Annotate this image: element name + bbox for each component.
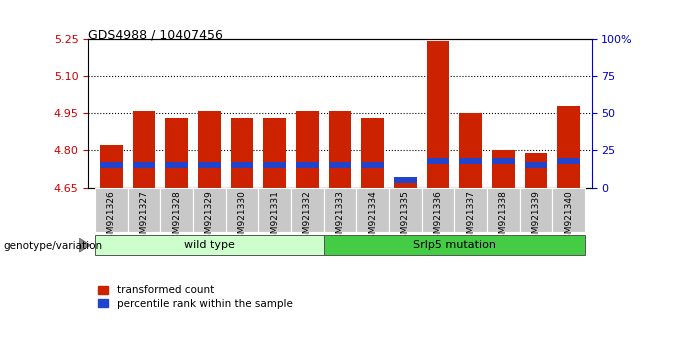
Bar: [100, 145, 122, 188]
Bar: [328, 111, 352, 188]
Text: wild type: wild type: [184, 240, 235, 250]
Bar: [263, 162, 286, 169]
Bar: [492, 150, 515, 188]
Text: GSM921340: GSM921340: [564, 190, 573, 245]
Bar: [198, 111, 221, 188]
Bar: [165, 162, 188, 169]
Bar: [128, 188, 160, 232]
Polygon shape: [80, 238, 90, 252]
Bar: [296, 111, 319, 188]
Bar: [426, 158, 449, 164]
Bar: [291, 188, 324, 232]
Text: GSM921327: GSM921327: [139, 190, 148, 245]
Bar: [394, 177, 417, 183]
Text: GSM921332: GSM921332: [303, 190, 312, 245]
Bar: [552, 188, 585, 232]
Bar: [95, 188, 128, 232]
Bar: [231, 118, 254, 188]
Text: genotype/variation: genotype/variation: [3, 241, 103, 251]
Text: GSM921329: GSM921329: [205, 190, 214, 245]
Bar: [459, 113, 482, 188]
Bar: [524, 162, 547, 169]
Text: GSM921335: GSM921335: [401, 190, 410, 245]
Bar: [133, 111, 156, 188]
Bar: [193, 188, 226, 232]
Text: GSM921333: GSM921333: [335, 190, 345, 245]
Bar: [296, 162, 319, 169]
Text: GDS4988 / 10407456: GDS4988 / 10407456: [88, 29, 223, 42]
Bar: [324, 188, 356, 232]
Text: GSM921338: GSM921338: [499, 190, 508, 245]
Bar: [558, 158, 580, 164]
Bar: [389, 188, 422, 232]
Bar: [133, 162, 156, 169]
Bar: [394, 180, 417, 188]
Bar: [520, 188, 552, 232]
Bar: [487, 188, 520, 232]
Bar: [198, 162, 221, 169]
Text: GSM921330: GSM921330: [237, 190, 246, 245]
Bar: [165, 118, 188, 188]
Bar: [356, 188, 389, 232]
Text: GSM921334: GSM921334: [368, 190, 377, 245]
Text: GSM921328: GSM921328: [172, 190, 181, 245]
Bar: [524, 153, 547, 188]
Bar: [361, 118, 384, 188]
Text: Srlp5 mutation: Srlp5 mutation: [413, 240, 496, 250]
Text: GSM921326: GSM921326: [107, 190, 116, 245]
Bar: [100, 162, 122, 169]
Bar: [324, 235, 585, 256]
Bar: [492, 158, 515, 164]
Bar: [422, 188, 454, 232]
Bar: [95, 235, 324, 256]
Bar: [258, 188, 291, 232]
Bar: [231, 162, 254, 169]
Text: GSM921331: GSM921331: [270, 190, 279, 245]
Legend: transformed count, percentile rank within the sample: transformed count, percentile rank withi…: [94, 281, 296, 313]
Text: GSM921339: GSM921339: [532, 190, 541, 245]
Bar: [263, 118, 286, 188]
Bar: [558, 106, 580, 188]
Bar: [361, 162, 384, 169]
Bar: [426, 41, 449, 188]
Bar: [454, 188, 487, 232]
Bar: [226, 188, 258, 232]
Bar: [328, 162, 352, 169]
Bar: [160, 188, 193, 232]
Bar: [459, 158, 482, 164]
Text: GSM921337: GSM921337: [466, 190, 475, 245]
Text: GSM921336: GSM921336: [434, 190, 443, 245]
